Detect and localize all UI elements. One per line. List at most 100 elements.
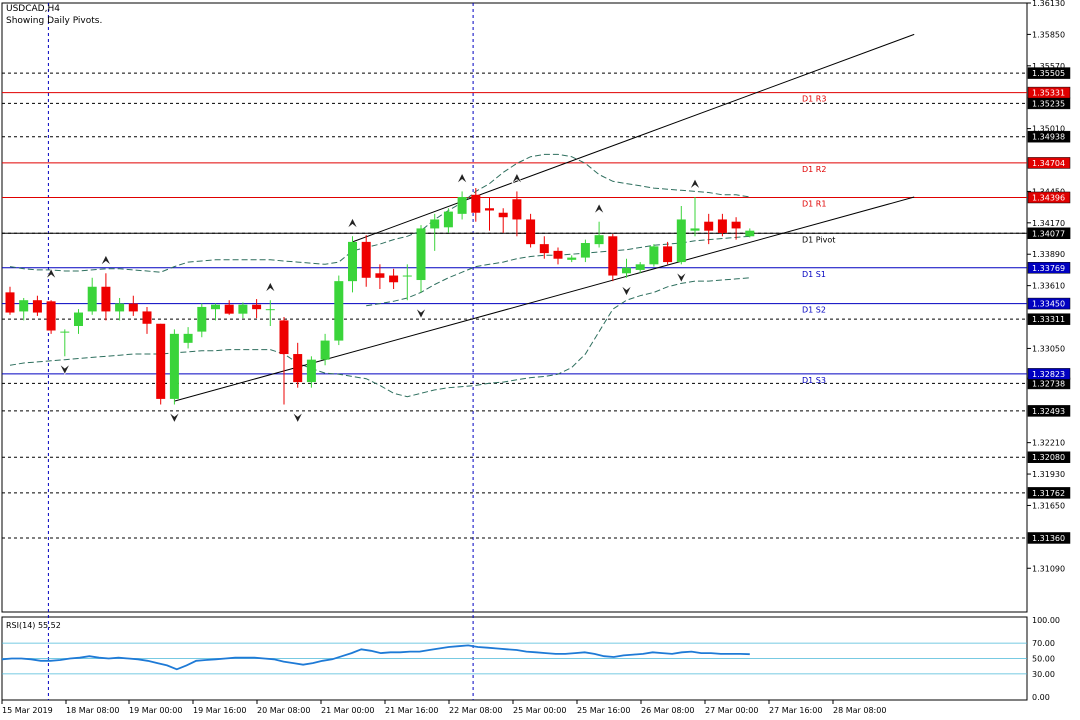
candle-body — [169, 333, 179, 399]
candle-body — [690, 228, 700, 231]
bollinger-upper-band — [9, 153, 750, 273]
price-axis-label: 1.31090 — [1032, 564, 1065, 573]
candle-body — [142, 311, 152, 324]
time-axis-label: 21 Mar 00:00 — [321, 706, 374, 715]
candle-body — [676, 219, 686, 263]
fractal-down-marker — [292, 412, 303, 424]
candle-body — [416, 228, 426, 281]
fractal-up-marker — [593, 203, 605, 214]
rsi-label: RSI(14) 55.52 — [6, 621, 61, 630]
price-level-value: 1.31762 — [1032, 489, 1065, 498]
price-axis-label: 1.31650 — [1032, 501, 1065, 510]
pivot-level-box — [1027, 191, 1071, 204]
candle-body — [128, 303, 138, 312]
candle-body — [580, 243, 590, 258]
candle-body — [704, 221, 714, 231]
pivot-level-value: 1.34396 — [1032, 193, 1065, 202]
pivot-level-box — [1027, 368, 1071, 380]
price-level-box — [1027, 405, 1071, 417]
price-axis-label: 1.33890 — [1032, 250, 1065, 259]
candle-body — [60, 331, 70, 333]
price-level-box — [1027, 532, 1071, 544]
price-axis-label: 1.34170 — [1032, 219, 1065, 228]
rsi-axis-label: 70.00 — [1032, 639, 1055, 648]
main-plot-frame — [1, 2, 1028, 613]
time-axis-label: 22 Mar 08:00 — [449, 706, 502, 715]
price-level-value: 1.32738 — [1032, 379, 1065, 388]
fractal-down-marker — [621, 285, 632, 297]
time-axis-label: 27 Mar 16:00 — [769, 706, 822, 715]
candle-body — [745, 230, 755, 237]
candle-body — [375, 273, 385, 278]
candle-body — [279, 320, 289, 355]
candle-body — [5, 292, 15, 313]
candle-body — [74, 312, 83, 327]
candle-body — [567, 257, 577, 260]
price-axis-label: 1.33610 — [1032, 282, 1065, 291]
pivot-level-value: 1.32823 — [1032, 370, 1065, 379]
candle-body — [471, 194, 481, 213]
time-axis-label: 27 Mar 00:00 — [705, 706, 758, 715]
candle-body — [265, 309, 275, 311]
candle-body — [430, 219, 440, 229]
pivot-level-value: 1.33769 — [1032, 264, 1065, 273]
candle-body — [553, 250, 563, 259]
fractal-up-marker — [45, 268, 57, 279]
pivot-name-label: D1 R1 — [802, 199, 826, 208]
bollinger-lower-band — [9, 277, 750, 398]
rsi-axis-label: 100.00 — [1032, 616, 1060, 625]
candle-body — [594, 235, 604, 245]
price-level-box — [1027, 487, 1071, 499]
time-axis-label: 21 Mar 16:00 — [385, 706, 438, 715]
candle-body — [539, 244, 549, 254]
fractal-up-marker — [456, 172, 468, 184]
candle-body — [731, 221, 741, 229]
candle-body — [252, 304, 262, 310]
candle-body — [498, 212, 508, 218]
candle-body — [87, 286, 97, 312]
pivot-indicator-note: Showing Daily Pivots. — [6, 16, 103, 26]
candle-body — [156, 323, 166, 399]
price-axis-label: 1.35010 — [1032, 125, 1065, 134]
pivot-level-box — [1027, 227, 1071, 240]
price-level-box — [1027, 313, 1071, 325]
time-axis-label: 19 Mar 00:00 — [129, 706, 182, 715]
fractal-down-marker — [169, 412, 180, 424]
pivot-level-box — [1027, 262, 1071, 274]
fractal-down-marker — [676, 272, 687, 283]
price-level-value: 1.32080 — [1032, 453, 1065, 462]
pivot-level-box — [1027, 157, 1071, 169]
pivot-name-label: D1 Pivot — [802, 235, 835, 244]
candle-body — [197, 306, 207, 332]
fractal-up-marker — [511, 172, 523, 184]
price-level-value: 1.34938 — [1032, 133, 1065, 142]
price-axis-label: 1.36130 — [1032, 0, 1065, 8]
candle-body — [608, 236, 618, 276]
pivot-name-label: D1 S1 — [802, 270, 826, 279]
candle-body — [443, 211, 453, 228]
candle-body — [46, 301, 56, 331]
candle-body — [320, 340, 330, 360]
time-axis-label: 19 Mar 16:00 — [193, 706, 246, 715]
chart-symbol-label: USDCAD,H4 — [6, 4, 60, 14]
fractal-up-marker — [689, 178, 701, 190]
rsi-axis-label: 0.00 — [1032, 693, 1050, 702]
pivot-level-box — [1027, 297, 1071, 310]
candle-body — [526, 219, 536, 245]
candle-body — [183, 333, 193, 343]
pivot-name-label: D1 R3 — [802, 95, 826, 104]
time-axis-label: 20 Mar 08:00 — [257, 706, 310, 715]
candle-body — [649, 246, 659, 265]
candle-body — [293, 354, 303, 383]
candle-body — [334, 281, 344, 341]
price-level-box — [1027, 130, 1071, 143]
time-axis-label: 18 Mar 08:00 — [66, 706, 119, 715]
candle-body — [348, 241, 357, 282]
price-level-box — [1027, 67, 1071, 79]
pivot-level-box — [1027, 86, 1071, 99]
candle-body — [211, 304, 220, 310]
candle-body — [457, 197, 467, 214]
trend-line — [352, 33, 915, 243]
candle-body — [485, 208, 494, 211]
